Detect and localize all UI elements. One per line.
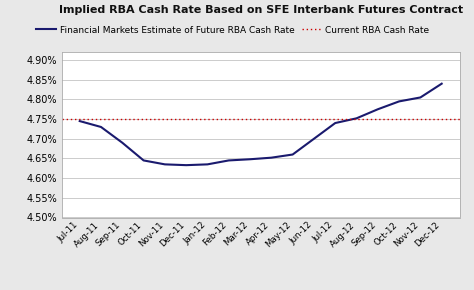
Financial Markets Estimate of Future RBA Cash Rate (418, 96, 423, 99)
Financial Markets Estimate of Future RBA Cash Rate (247, 157, 253, 161)
Current RBA Cash Rate (98, 117, 104, 121)
Financial Markets Estimate of Future RBA Cash Rate (268, 156, 274, 160)
Financial Markets Estimate of Future RBA Cash Rate (119, 141, 125, 144)
Financial Markets Estimate of Future RBA Cash Rate (332, 121, 338, 125)
Financial Markets Estimate of Future RBA Cash Rate (396, 100, 402, 103)
Financial Markets Estimate of Future RBA Cash Rate (439, 82, 445, 86)
Financial Markets Estimate of Future RBA Cash Rate (375, 108, 381, 111)
Title: Implied RBA Cash Rate Based on SFE Interbank Futures Contract: Implied RBA Cash Rate Based on SFE Inter… (59, 5, 463, 15)
Financial Markets Estimate of Future RBA Cash Rate (98, 125, 104, 129)
Financial Markets Estimate of Future RBA Cash Rate (290, 153, 295, 156)
Financial Markets Estimate of Future RBA Cash Rate (354, 117, 359, 120)
Financial Markets Estimate of Future RBA Cash Rate (77, 119, 82, 123)
Line: Financial Markets Estimate of Future RBA Cash Rate: Financial Markets Estimate of Future RBA… (80, 84, 442, 165)
Financial Markets Estimate of Future RBA Cash Rate (205, 163, 210, 166)
Legend: Financial Markets Estimate of Future RBA Cash Rate, Current RBA Cash Rate: Financial Markets Estimate of Future RBA… (33, 22, 433, 38)
Financial Markets Estimate of Future RBA Cash Rate (162, 163, 168, 166)
Current RBA Cash Rate (77, 117, 82, 121)
Financial Markets Estimate of Future RBA Cash Rate (226, 159, 232, 162)
Financial Markets Estimate of Future RBA Cash Rate (141, 159, 146, 162)
Financial Markets Estimate of Future RBA Cash Rate (311, 137, 317, 141)
Financial Markets Estimate of Future RBA Cash Rate (183, 163, 189, 167)
